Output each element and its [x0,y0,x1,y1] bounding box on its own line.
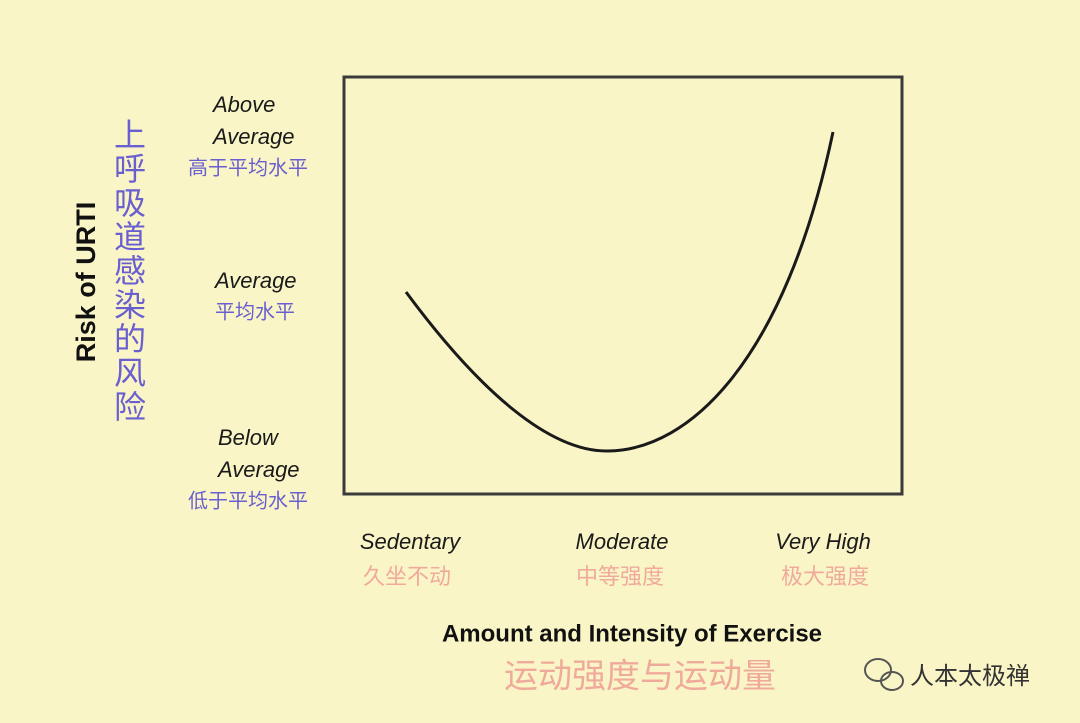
x-level-label: Moderate [576,529,669,554]
y-level-label: Average [213,268,297,293]
x-level-label: Very High [775,529,871,554]
y-level-label-cn: 高于平均水平 [188,156,308,180]
y-level-label: Average [216,457,300,482]
y-level-label: Average [211,124,295,149]
y-level-label: Above [211,92,275,117]
plot-frame [342,75,904,496]
x-level-label-cn: 中等强度 [576,565,664,590]
risk-curve [404,131,835,453]
y-axis-title: Risk of URTI [71,202,101,363]
x-level-label-cn: 久坐不动 [363,565,451,590]
watermark: 人本太极禅 [910,662,1030,690]
x-axis-title: Amount and Intensity of Exercise [442,620,822,647]
y-axis-title-cn: 上呼吸道感染的风险 [109,118,147,424]
y-level-label-cn: 低于平均水平 [188,489,308,513]
x-level-label-cn: 极大强度 [781,565,869,590]
y-level-label-cn: 平均水平 [215,300,295,324]
x-axis-title-cn: 运动强度与运动量 [504,657,776,697]
x-level-label: Sedentary [360,529,462,554]
y-level-label: Below [218,425,280,450]
wechat-icon [864,658,904,691]
